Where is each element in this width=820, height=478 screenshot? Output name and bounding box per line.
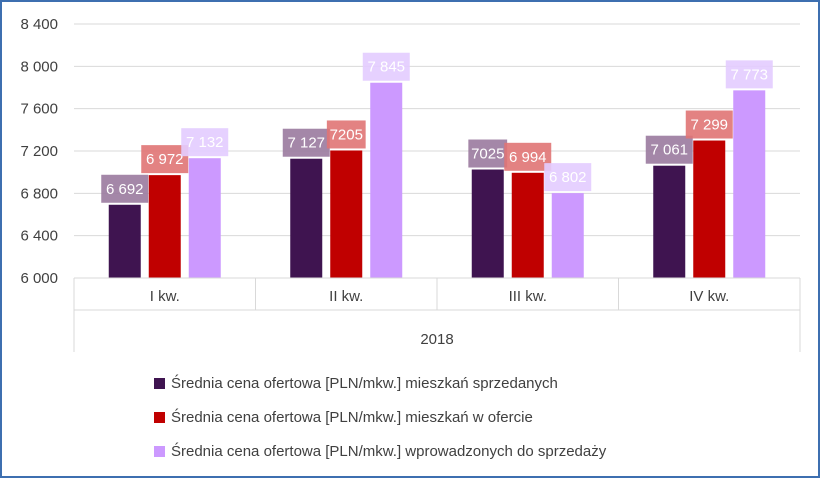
data-label: 7205 <box>330 126 363 143</box>
data-label: 6 994 <box>509 149 547 166</box>
legend-item-offer: Średnia cena ofertowa [PLN/mkw.] mieszka… <box>154 400 606 434</box>
data-label: 6 972 <box>146 151 184 168</box>
legend-swatch-sold <box>154 377 165 389</box>
bar <box>511 172 544 278</box>
y-tick-label: 8 000 <box>20 58 58 75</box>
data-label: 7 061 <box>650 142 688 159</box>
y-tick-label: 6 000 <box>20 270 58 287</box>
x-tick-label: I kw. <box>150 288 180 305</box>
y-tick-label: 6 800 <box>20 185 58 202</box>
y-tick-label: 7 200 <box>20 143 58 160</box>
bar <box>693 140 726 278</box>
bar <box>551 193 584 278</box>
data-label-box <box>362 52 410 81</box>
legend-label-sold: Średnia cena ofertowa [PLN/mkw.] mieszka… <box>171 374 558 392</box>
data-label-box <box>504 142 552 171</box>
bar <box>188 158 221 278</box>
bar <box>653 165 686 278</box>
data-label-box <box>101 174 149 203</box>
data-label-box <box>468 139 508 168</box>
bar <box>330 150 363 278</box>
data-label: 7 845 <box>367 59 405 76</box>
legend-label-introduced: Średnia cena ofertowa [PLN/mkw.] wprowad… <box>171 442 607 460</box>
x-tick-label: IV kw. <box>689 288 729 305</box>
data-label: 6 692 <box>106 181 144 198</box>
data-label: 7025 <box>471 146 504 163</box>
data-label-box <box>645 135 693 164</box>
data-label-box <box>544 163 592 192</box>
legend-label-offer: Średnia cena ofertowa [PLN/mkw.] mieszka… <box>171 408 533 426</box>
legend-swatch-introduced <box>154 445 165 457</box>
legend-item-sold: Średnia cena ofertowa [PLN/mkw.] mieszka… <box>154 366 606 400</box>
y-tick-label: 6 400 <box>20 228 58 245</box>
data-label-box <box>141 145 189 174</box>
data-label: 7 773 <box>730 66 768 83</box>
data-label: 7 127 <box>287 135 325 152</box>
data-label-box <box>326 120 366 149</box>
bar <box>733 90 766 278</box>
bar <box>148 175 181 278</box>
bar <box>108 204 141 278</box>
data-label-box <box>181 128 229 157</box>
bar <box>471 169 504 278</box>
bar <box>370 82 403 278</box>
legend-swatch-offer <box>154 411 165 423</box>
data-label-box <box>685 110 733 139</box>
x-tick-label: III kw. <box>509 288 547 305</box>
bar <box>290 158 323 278</box>
data-label: 7 299 <box>690 117 728 134</box>
y-tick-label: 8 400 <box>20 16 58 33</box>
legend: Średnia cena ofertowa [PLN/mkw.] mieszka… <box>154 366 606 468</box>
data-label-box <box>725 60 773 89</box>
data-label: 7 132 <box>186 134 224 151</box>
data-label-box <box>282 128 330 157</box>
y-tick-label: 7 600 <box>20 101 58 118</box>
x-tick-label: II kw. <box>329 288 363 305</box>
group-label: 2018 <box>420 331 453 348</box>
legend-item-introduced: Średnia cena ofertowa [PLN/mkw.] wprowad… <box>154 434 606 468</box>
data-label: 6 802 <box>549 169 587 186</box>
